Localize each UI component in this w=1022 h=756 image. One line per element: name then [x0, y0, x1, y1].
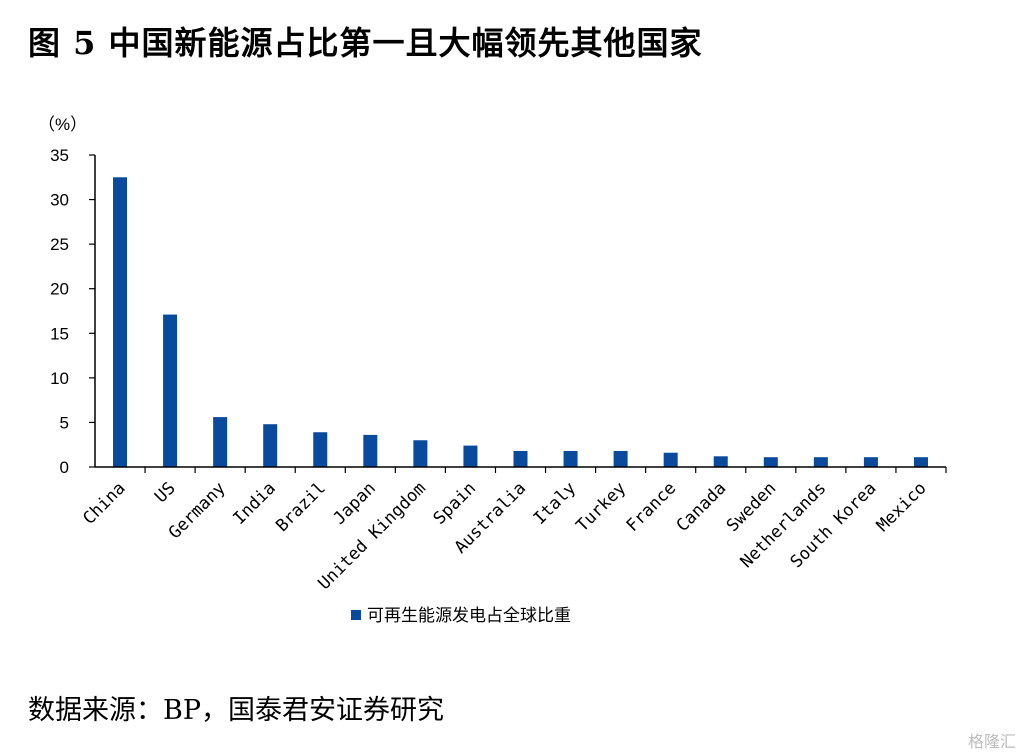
x-tick-label: Turkey [573, 478, 631, 536]
y-axis-unit-label: （%） [38, 115, 87, 134]
x-tick-label: France [623, 478, 681, 536]
bar-us [163, 314, 178, 467]
bar-united-kingdom [413, 440, 428, 467]
legend: 可再生能源发电占全球比重 [351, 606, 571, 626]
bar-south-korea [863, 457, 878, 467]
page-title: 图 5 中国新能源占比第一且大幅领先其他国家 [28, 24, 703, 62]
bar-india [263, 424, 278, 467]
source-note: 数据来源：BP，国泰君安证券研究 [28, 695, 445, 726]
bar-netherlands [813, 457, 828, 467]
y-tick-label: 10 [50, 369, 69, 388]
x-tick-label: Brazil [272, 478, 330, 536]
bar-italy [563, 450, 578, 467]
bars [113, 177, 928, 468]
bar-france [663, 452, 678, 467]
x-tick-label: US [151, 478, 180, 507]
x-tick-label: China [79, 478, 129, 528]
y-tick-label: 25 [50, 235, 69, 254]
y-tick-label: 0 [60, 458, 69, 477]
bar-mexico [913, 457, 928, 467]
y-tick-label: 30 [50, 191, 69, 210]
bar-australia [513, 450, 528, 467]
y-tick-label: 5 [60, 413, 69, 432]
watermark-logo: 格隆汇 [967, 732, 1016, 751]
bar-germany [213, 417, 228, 467]
x-tick-label: South Korea [787, 478, 881, 572]
y-tick-label: 35 [50, 146, 69, 165]
legend-swatch [351, 610, 361, 620]
x-tick-label: Canada [673, 478, 731, 536]
bar-japan [363, 434, 378, 467]
bar-china [113, 177, 128, 468]
legend-label: 可再生能源发电占全球比重 [367, 606, 571, 626]
y-tick-label: 15 [50, 324, 69, 343]
bar-canada [713, 456, 728, 467]
bar-spain [463, 445, 478, 467]
bar-sweden [763, 457, 778, 467]
y-axis-ticks: 0 5 10 15 20 25 30 35 [50, 146, 95, 477]
x-tick-label: Mexico [873, 478, 931, 536]
x-tick-label: Netherlands [737, 478, 831, 572]
bar-brazil [313, 432, 328, 467]
y-tick-label: 20 [50, 280, 69, 299]
bar-turkey [613, 450, 628, 467]
